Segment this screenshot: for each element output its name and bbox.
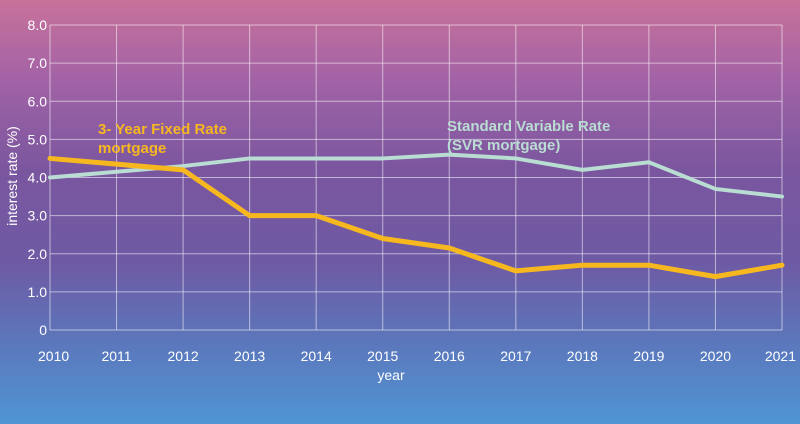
y-tick-label: 8.0 xyxy=(28,17,48,33)
y-axis-title: interest rate (%) xyxy=(4,126,20,226)
x-tick-label: 2018 xyxy=(567,348,598,364)
x-axis-title: year xyxy=(377,367,405,383)
y-tick-label: 7.0 xyxy=(28,55,48,71)
series-lines xyxy=(47,152,785,280)
fixed-series-label: 3- Year Fixed Rate mortgage xyxy=(98,121,231,157)
y-axis-tick-labels: 0 1.0 2.0 3.0 4.0 5.0 6.0 7.0 8.0 xyxy=(28,17,48,338)
x-tick-label: 2016 xyxy=(434,348,465,364)
horizontal-gridlines xyxy=(50,24,782,331)
x-axis-tick-labels: 2010 2011 2012 2013 2014 2015 2016 2017 2018 2019… xyxy=(38,348,796,364)
y-tick-label: 2.0 xyxy=(28,246,48,262)
fixed-rate-series-line xyxy=(47,155,785,280)
fixed-label-line-1: 3- Year Fixed Rate xyxy=(98,121,227,138)
y-tick-label: 3.0 xyxy=(28,208,48,224)
x-tick-label: 2020 xyxy=(700,348,731,364)
y-tick-label: 1.0 xyxy=(28,284,48,300)
x-tick-label: 2010 xyxy=(38,348,69,364)
y-tick-label: 0 xyxy=(39,322,47,338)
svr-series-label: Standard Variable Rate (SVR mortgage) xyxy=(447,118,615,154)
y-tick-label: 4.0 xyxy=(28,170,48,186)
fixed-label-line-2: mortgage xyxy=(98,140,166,157)
y-tick-label: 6.0 xyxy=(28,93,48,109)
svr-label-line-1: Standard Variable Rate xyxy=(447,118,610,135)
x-tick-label: 2012 xyxy=(168,348,199,364)
x-tick-label: 2021 xyxy=(765,348,796,364)
svr-series-line xyxy=(48,152,784,199)
x-tick-label: 2013 xyxy=(234,348,265,364)
svr-label-line-2: (SVR mortgage) xyxy=(447,137,560,154)
x-tick-label: 2011 xyxy=(101,348,131,364)
x-tick-label: 2015 xyxy=(367,348,398,364)
x-tick-label: 2017 xyxy=(500,348,531,364)
x-tick-label: 2014 xyxy=(301,348,332,364)
x-tick-label: 2019 xyxy=(633,348,664,364)
vertical-gridlines xyxy=(49,25,783,330)
y-tick-label: 5.0 xyxy=(28,131,48,147)
